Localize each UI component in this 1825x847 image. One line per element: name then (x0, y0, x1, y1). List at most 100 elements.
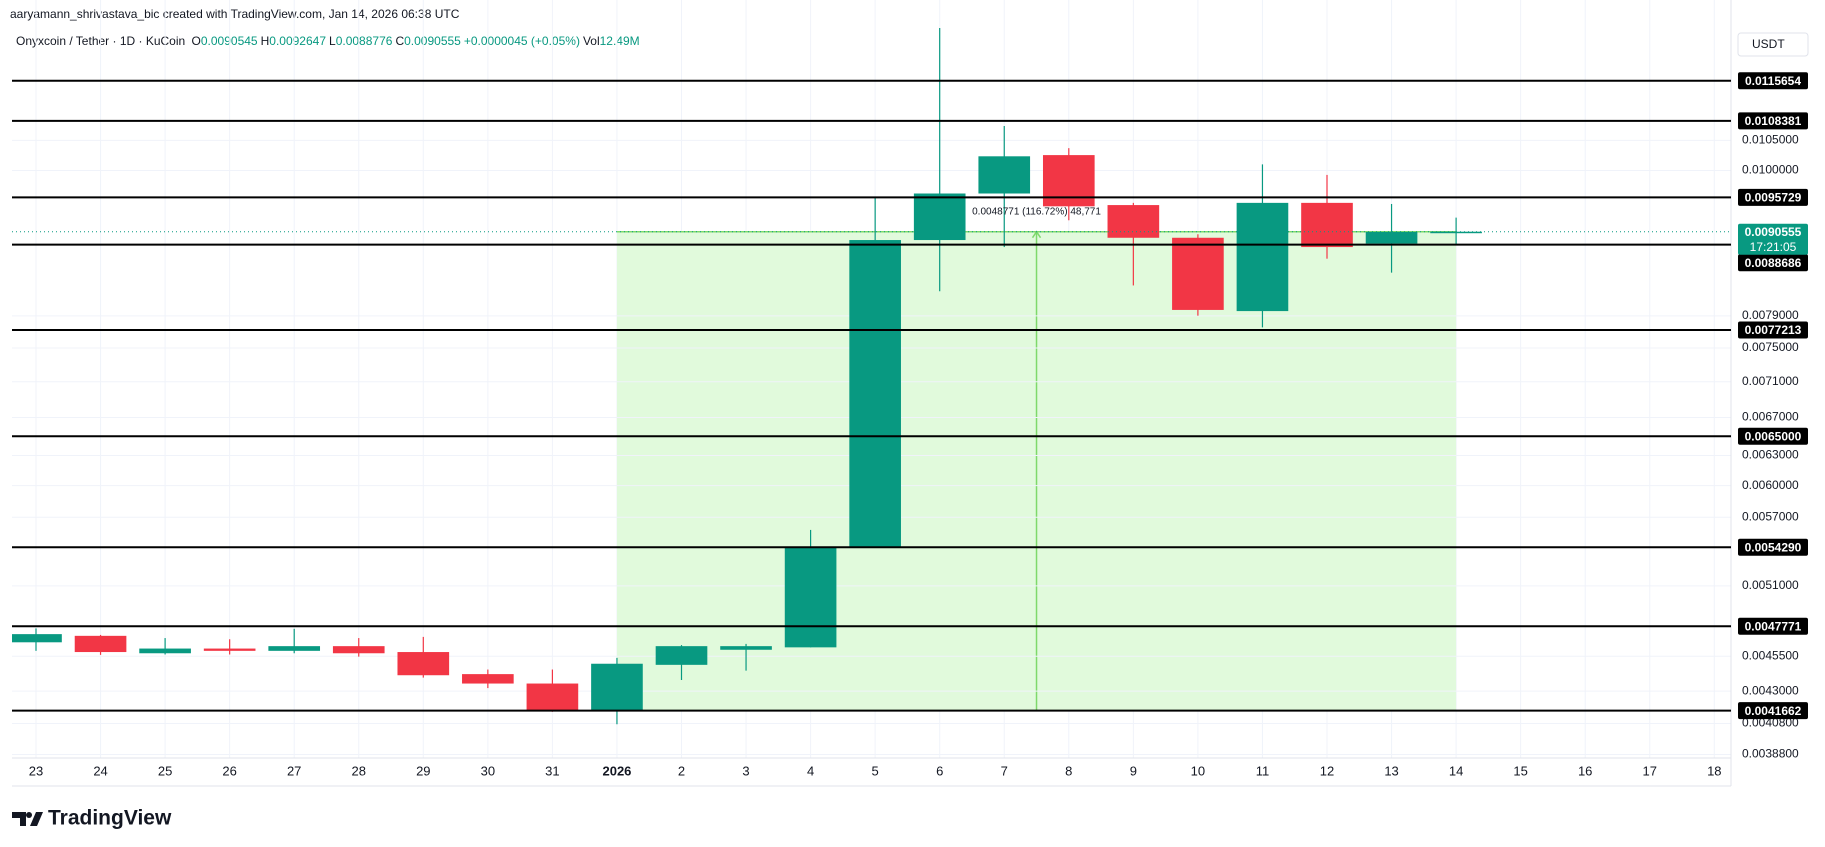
ohlc-key: O (191, 34, 201, 48)
x-tick-label: 25 (158, 763, 172, 778)
x-tick-label: 2 (678, 763, 685, 778)
level-label-box (1738, 254, 1808, 272)
level-label: 0.0108381 (1745, 114, 1802, 128)
level-label: 0.0041662 (1745, 704, 1802, 718)
change: +0.0000045 (+0.05%) (463, 34, 580, 48)
x-tick-label: 18 (1707, 763, 1721, 778)
ohlc-value: 0.0092647 (269, 34, 327, 48)
candle-body (1172, 237, 1224, 310)
y-tick-label: 0.0071000 (1742, 374, 1799, 388)
x-tick-label: 23 (29, 763, 43, 778)
y-tick-label: 0.0060000 (1742, 478, 1799, 492)
level-label: 0.0095729 (1745, 191, 1802, 205)
level-label: 0.0088686 (1745, 256, 1802, 270)
y-tick-label: 0.0051000 (1742, 578, 1799, 592)
volume-key: Vol (582, 34, 600, 48)
level-label-box (1738, 702, 1808, 720)
x-tick-label: 5 (872, 763, 879, 778)
last-price: 0.0090555 (1745, 225, 1802, 239)
candle-body (784, 547, 837, 648)
ohlc-key: H (260, 34, 270, 48)
y-tick-label: 0.0075000 (1742, 340, 1799, 354)
ohlc-key: L (329, 34, 336, 48)
candle-body (1042, 155, 1095, 207)
candle-body (203, 648, 256, 651)
candle-body (978, 156, 1031, 194)
measure-label: 0.0048771 (116.72%) 48,771 (972, 207, 1101, 218)
level-label-box (1738, 427, 1808, 445)
candle-body (720, 646, 772, 650)
candle-body (655, 646, 708, 665)
brand: TradingView (48, 807, 172, 830)
x-tick-label: 28 (352, 763, 366, 778)
level-label-box (1738, 321, 1808, 339)
candle-body (139, 648, 191, 654)
level-label-box (1738, 617, 1808, 635)
x-tick-label: 17 (1643, 763, 1657, 778)
level-label: 0.0047771 (1745, 619, 1802, 633)
y-tick-label: 0.0057000 (1742, 509, 1799, 523)
x-tick-label: 6 (936, 763, 943, 778)
candle-body (591, 663, 643, 711)
x-tick-label: 12 (1320, 763, 1334, 778)
x-tick-label: 10 (1191, 763, 1205, 778)
last-price-box (1738, 223, 1808, 255)
candle-body (332, 646, 385, 654)
y-tick-label: 0.0040800 (1742, 716, 1799, 730)
candle-body (1365, 231, 1418, 244)
ohlc-key: C (395, 34, 405, 48)
volume: 12.49M (599, 34, 640, 48)
candle-body (12, 634, 62, 643)
x-tick-label: 7 (1001, 763, 1008, 778)
plot (12, 0, 1731, 758)
currency-box[interactable] (1737, 32, 1809, 57)
level-label-box (1738, 72, 1808, 90)
x-tick-label: 13 (1384, 763, 1398, 778)
x-tick-label: 31 (545, 763, 559, 778)
x-tick-label: 2026 (602, 763, 631, 778)
y-tick-label: 0.0038800 (1742, 747, 1799, 761)
candle-body (1107, 205, 1160, 238)
candle-body (849, 240, 901, 548)
symbol-legend: Onyxcoin / Tether · 1D · KuCoin O0.00905… (16, 34, 643, 48)
x-tick-label: 9 (1130, 763, 1137, 778)
level-label: 0.0065000 (1745, 429, 1802, 443)
x-tick-label: 8 (1065, 763, 1072, 778)
ohlc-value: 0.0088776 (335, 34, 393, 48)
y-tick-label: 0.0100000 (1742, 163, 1799, 177)
y-tick-label: 0.0079000 (1742, 308, 1799, 322)
candle-body (1301, 202, 1353, 248)
attribution: aaryamann_shrivastava_bic created with T… (10, 7, 460, 21)
candle-body (526, 683, 579, 711)
currency: USDT (1752, 37, 1785, 51)
x-tick-label: 30 (481, 763, 495, 778)
candle-body (1236, 202, 1289, 312)
level-label-box (1738, 188, 1808, 206)
candle-body (913, 193, 966, 241)
x-tick-label: 3 (742, 763, 749, 778)
level-label: 0.0115654 (1745, 74, 1801, 88)
x-tick-label: 26 (222, 763, 236, 778)
x-tick-label: 29 (416, 763, 430, 778)
x-tick-label: 14 (1449, 763, 1463, 778)
y-tick-label: 0.0043000 (1742, 683, 1799, 697)
x-tick-label: 11 (1256, 763, 1270, 778)
candle-body (74, 635, 127, 653)
level-label: 0.0077213 (1745, 323, 1802, 337)
candle-body (462, 674, 514, 684)
y-tick-label: 0.0045500 (1742, 648, 1799, 662)
y-tick-label: 0.0063000 (1742, 448, 1799, 462)
y-tick-label: 0.0105000 (1742, 133, 1799, 147)
x-tick-label: 4 (807, 763, 814, 778)
x-tick-label: 27 (287, 763, 301, 778)
x-tick-label: 24 (93, 763, 107, 778)
candle-body (268, 646, 321, 651)
x-tick-label: 15 (1513, 763, 1527, 778)
ohlc-value: 0.0090555 (404, 34, 461, 48)
level-label: 0.0054290 (1745, 540, 1802, 554)
countdown: 17:21:05 (1750, 240, 1797, 254)
candle-body (1430, 231, 1482, 234)
level-label-box (1738, 112, 1808, 130)
